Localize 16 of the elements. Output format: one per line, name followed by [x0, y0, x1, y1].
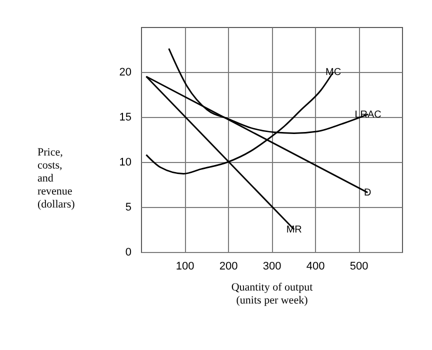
y-axis-title: Price, costs, and revenue (dollars)	[38, 146, 76, 210]
x-axis-title: Quantity of output (units per week)	[231, 282, 313, 306]
y-tick-label: 5	[125, 202, 132, 214]
series-label: LRAC	[354, 109, 382, 120]
y-tick-label: 0	[125, 246, 132, 258]
y-tick-label: 10	[119, 156, 132, 168]
y-tick-label: 20	[119, 66, 132, 78]
series-label: MC	[325, 67, 342, 78]
x-tick-label: 100	[176, 260, 194, 272]
x-tick-label: 500	[350, 260, 368, 272]
x-tick-label: 300	[262, 260, 282, 272]
x-tick-label: 200	[219, 260, 238, 272]
series-label: MR	[286, 224, 302, 236]
series-label: D	[364, 188, 372, 199]
x-tick-label: 400	[306, 260, 325, 272]
y-tick-label: 15	[119, 112, 132, 124]
